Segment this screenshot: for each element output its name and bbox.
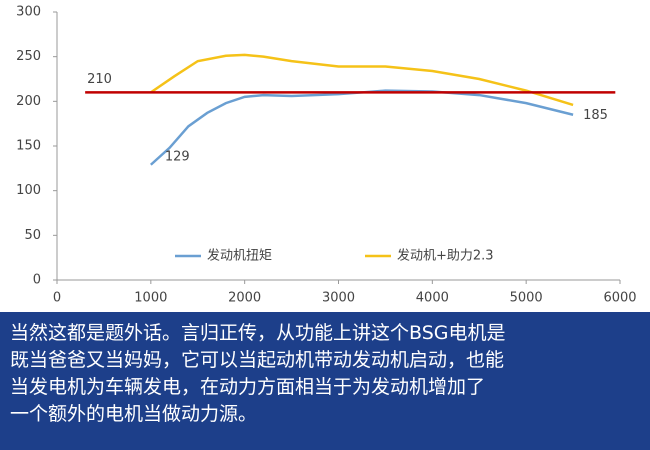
caption: 当然这都是题外话。言归正传，从功能上讲这个BSG电机是 既当爸爸又当妈妈，它可以当… [0,312,650,450]
x-tick-label: 4000 [416,291,449,306]
y-tick-label: 0 [33,273,41,288]
x-tick-label: 6000 [603,291,636,306]
caption-line: 一个额外的电机当做动力源。 [10,403,258,425]
reference-label: 210 [87,72,112,87]
x-tick-label: 5000 [510,291,543,306]
y-tick-label: 200 [16,94,41,109]
caption-line: 既当爸爸又当妈妈，它可以当起动机带动发动机启动，也能 [10,349,505,371]
x-tick-label: 1000 [134,291,167,306]
data-label: 129 [165,149,190,164]
x-tick-label: 3000 [322,291,355,306]
data-label: 185 [583,108,608,123]
legend-label: 发动机+助力2.3 [397,248,494,264]
y-tick-label: 50 [24,228,41,243]
x-tick-label: 2000 [228,291,261,306]
series-line [149,89,574,166]
caption-line: 当发电机为车辆发电，在动力方面相当于为发动机增加了 [10,376,486,398]
legend-label: 发动机扭矩 [207,248,272,264]
y-tick-label: 250 [16,49,41,64]
y-tick-label: 100 [16,183,41,198]
y-tick-label: 150 [16,139,41,154]
y-tick-label: 300 [16,5,41,20]
series-line [150,53,574,107]
caption-line: 当然这都是题外话。言归正传，从功能上讲这个BSG电机是 [10,322,506,344]
x-tick-label: 0 [53,291,61,306]
